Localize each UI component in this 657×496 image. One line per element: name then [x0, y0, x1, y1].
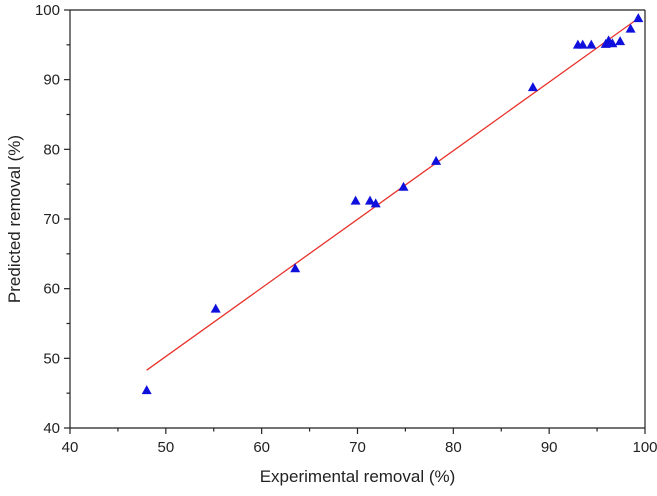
y-tick-label: 80 [43, 141, 60, 158]
y-axis-title: Predicted removal (%) [5, 135, 24, 303]
data-point [370, 198, 381, 208]
data-point [350, 195, 361, 205]
data-points-layer [141, 13, 644, 395]
data-point [290, 263, 301, 273]
y-tick-label: 40 [43, 420, 60, 437]
y-tick-label: 70 [43, 211, 60, 228]
x-tick-label: 100 [632, 439, 657, 456]
x-tick-label: 80 [445, 439, 462, 456]
y-tick-label: 60 [43, 281, 60, 298]
data-point [633, 13, 644, 23]
x-tick-label: 50 [157, 439, 174, 456]
y-tick-label: 100 [35, 2, 60, 19]
x-tick-label: 70 [349, 439, 366, 456]
data-point [615, 36, 626, 46]
data-point [365, 195, 375, 205]
data-point [431, 155, 442, 165]
data-point [141, 385, 152, 395]
data-point [398, 181, 409, 191]
x-axis-ticks: 40 50 60 70 80 90 100 [62, 428, 657, 456]
y-tick-label: 50 [43, 350, 60, 367]
fit-line [146, 17, 639, 371]
y-axis-ticks: 40 50 60 70 80 90 100 [35, 2, 70, 437]
data-point [210, 303, 221, 313]
data-point [586, 39, 597, 49]
fit-line-layer [146, 17, 639, 371]
x-tick-label: 40 [62, 439, 79, 456]
data-point [607, 38, 618, 48]
data-point [625, 23, 636, 33]
x-tick-label: 90 [541, 439, 558, 456]
x-axis-title: Experimental removal (%) [260, 467, 456, 486]
data-point [577, 39, 588, 49]
data-point [527, 82, 538, 92]
y-tick-label: 90 [43, 72, 60, 89]
x-tick-label: 60 [253, 439, 270, 456]
